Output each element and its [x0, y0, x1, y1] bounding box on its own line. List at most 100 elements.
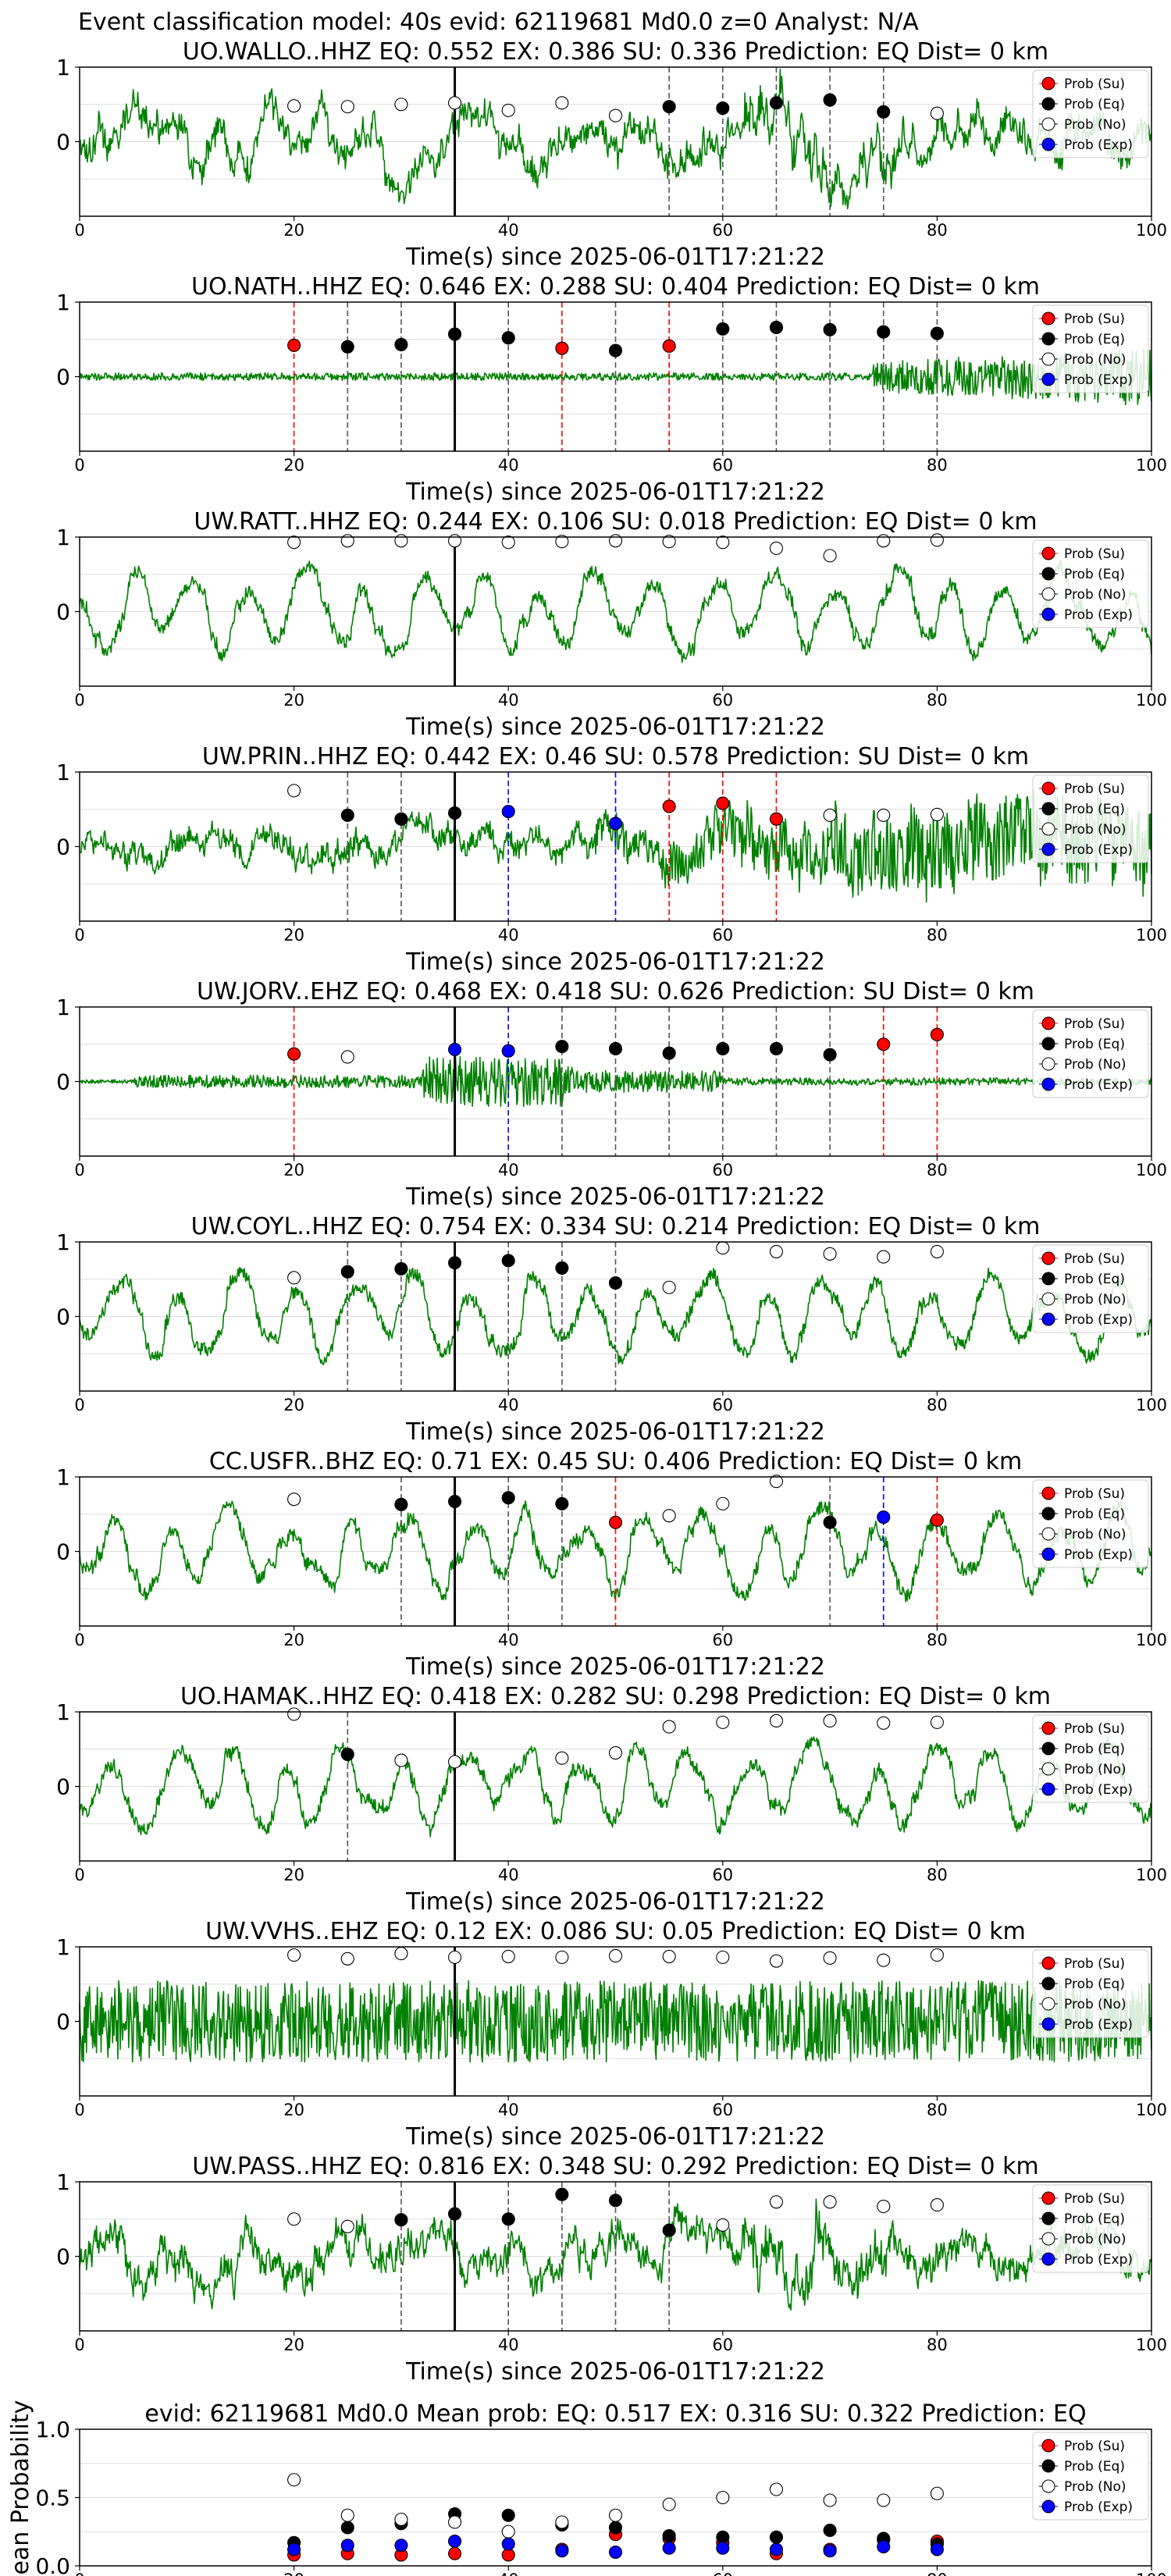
legend-label-no: Prob (No) [1064, 1997, 1127, 2012]
x-tick-label: 20 [283, 1866, 304, 1884]
x-tick-label: 40 [498, 926, 519, 945]
prob-point-no [823, 1951, 837, 1965]
prob-point-no [340, 1050, 354, 1064]
prob-point-eq [716, 1041, 730, 1056]
prob-point-no [662, 535, 676, 549]
panel-title: UW.VVHS..EHZ EQ: 0.12 EX: 0.086 SU: 0.05… [205, 1918, 1026, 1945]
x-tick-label: 0 [74, 1396, 84, 1414]
prob-point-no [769, 1713, 784, 1728]
x-tick-label: 100 [1136, 1866, 1167, 1884]
legend-label-exp: Prob (Exp) [1064, 2500, 1133, 2515]
mean-prob-point-su [447, 2546, 462, 2560]
prob-point-eq [823, 1048, 837, 1062]
y-tick-label: 0 [56, 365, 70, 390]
legend-marker-exp [1041, 1782, 1055, 1796]
prob-point-eq [930, 326, 944, 340]
prob-point-no [930, 1948, 944, 1962]
x-tick-label: 0 [74, 926, 84, 945]
legend-label-no: Prob (No) [1064, 117, 1127, 133]
prob-point-no [608, 1948, 623, 1963]
mean-prob-point-eq [340, 2521, 354, 2535]
prob-point-eq [769, 1041, 784, 1056]
prob-point-su [608, 1515, 623, 1529]
prob-point-no [877, 1250, 891, 1264]
x-tick-label: 0 [74, 1161, 84, 1179]
legend-marker-exp [1041, 1077, 1055, 1091]
legend-marker-no [1041, 117, 1055, 131]
prob-point-no [930, 1715, 944, 1729]
panel-10: UW.PASS..HHZ EQ: 0.816 EX: 0.348 SU: 0.2… [56, 2153, 1167, 2386]
legend-marker-no [1041, 2232, 1055, 2246]
prob-point-eq [447, 806, 462, 820]
x-tick-label: 0 [74, 2101, 84, 2119]
legend-label-exp: Prob (Exp) [1064, 1312, 1133, 1328]
prob-point-eq [447, 1256, 462, 1270]
x-tick-label: 100 [1136, 2571, 1167, 2576]
waveform-trace [79, 2198, 1152, 2311]
panel-4: UW.PRIN..HHZ EQ: 0.442 EX: 0.46 SU: 0.57… [56, 743, 1167, 976]
x-tick-label: 40 [498, 1396, 519, 1414]
legend-marker-su [1041, 2191, 1055, 2205]
prob-point-no [287, 1271, 301, 1285]
legend-marker-su [1041, 2439, 1055, 2453]
legend-marker-su [1041, 311, 1055, 326]
y-tick-label: 0 [56, 834, 70, 860]
legend-marker-no [1041, 822, 1055, 836]
legend-marker-su [1041, 781, 1055, 795]
x-tick-label: 100 [1136, 926, 1167, 945]
x-tick-label: 100 [1136, 2101, 1167, 2119]
legend-label-eq: Prob (Eq) [1064, 802, 1125, 817]
waveform-trace [79, 1266, 1152, 1366]
y-tick-label: 0.5 [35, 2485, 70, 2511]
legend-box [1032, 1949, 1149, 2038]
prob-point-no [877, 2199, 891, 2214]
prob-point-no [501, 103, 515, 117]
legend-label-eq: Prob (Eq) [1064, 1037, 1125, 1052]
panel-11: evid: 62119681 Md0.0 Mean prob: EQ: 0.51… [7, 2400, 1167, 2576]
legend-marker-su [1041, 1486, 1055, 1500]
x-tick-label: 40 [498, 1866, 519, 1884]
y-tick-label: 1.0 [35, 2417, 70, 2443]
legend-label-exp: Prob (Exp) [1064, 2252, 1133, 2268]
prob-point-eq [555, 1261, 569, 1275]
legend-box [1032, 1244, 1149, 1333]
x-tick-label: 80 [927, 1866, 948, 1884]
legend-marker-eq [1041, 1507, 1055, 1521]
legend-label-no: Prob (No) [1064, 822, 1127, 838]
prob-point-no [287, 99, 301, 113]
x-axis-label: Time(s) since 2025-06-01T17:21:22 [405, 948, 825, 976]
panel-6: UW.COYL..HHZ EQ: 0.754 EX: 0.334 SU: 0.2… [56, 1213, 1167, 1446]
x-tick-label: 0 [74, 2571, 84, 2576]
legend-label-no: Prob (No) [1064, 2479, 1127, 2495]
prob-point-eq [447, 2207, 462, 2221]
legend-label-exp: Prob (Exp) [1064, 607, 1133, 623]
x-tick-label: 0 [74, 691, 84, 710]
prob-point-no [447, 96, 462, 110]
prob-point-eq [501, 1254, 515, 1268]
y-tick-label: 0.0 [35, 2553, 70, 2576]
prob-point-no [662, 1280, 676, 1294]
prob-point-eq [555, 2187, 569, 2201]
x-tick-label: 80 [927, 456, 948, 475]
prob-point-no [447, 534, 462, 548]
x-axis-label: Time(s) since 2025-06-01T17:21:22 [405, 479, 825, 506]
prob-point-eq [394, 337, 408, 351]
legend-marker-eq [1041, 1742, 1055, 1756]
chart-panels: UO.WALLO..HHZ EQ: 0.552 EX: 0.386 SU: 0.… [7, 38, 1167, 2576]
legend-marker-eq [1041, 97, 1055, 111]
prob-point-eq [394, 812, 408, 826]
x-tick-label: 80 [927, 926, 948, 945]
prob-point-eq [394, 2213, 408, 2227]
x-tick-label: 20 [283, 1161, 304, 1179]
x-axis-label: Time(s) since 2025-06-01T17:21:22 [405, 1183, 825, 1211]
prob-point-eq [555, 1496, 569, 1510]
prob-point-no [716, 1241, 730, 1255]
prob-point-su [716, 796, 730, 810]
prob-point-su [930, 1027, 944, 1041]
prob-point-no [823, 1713, 837, 1728]
legend-label-no: Prob (No) [1064, 1527, 1127, 1542]
prob-point-su [662, 799, 676, 813]
prob-point-no [769, 1244, 784, 1258]
prob-point-eq [608, 1276, 623, 1290]
